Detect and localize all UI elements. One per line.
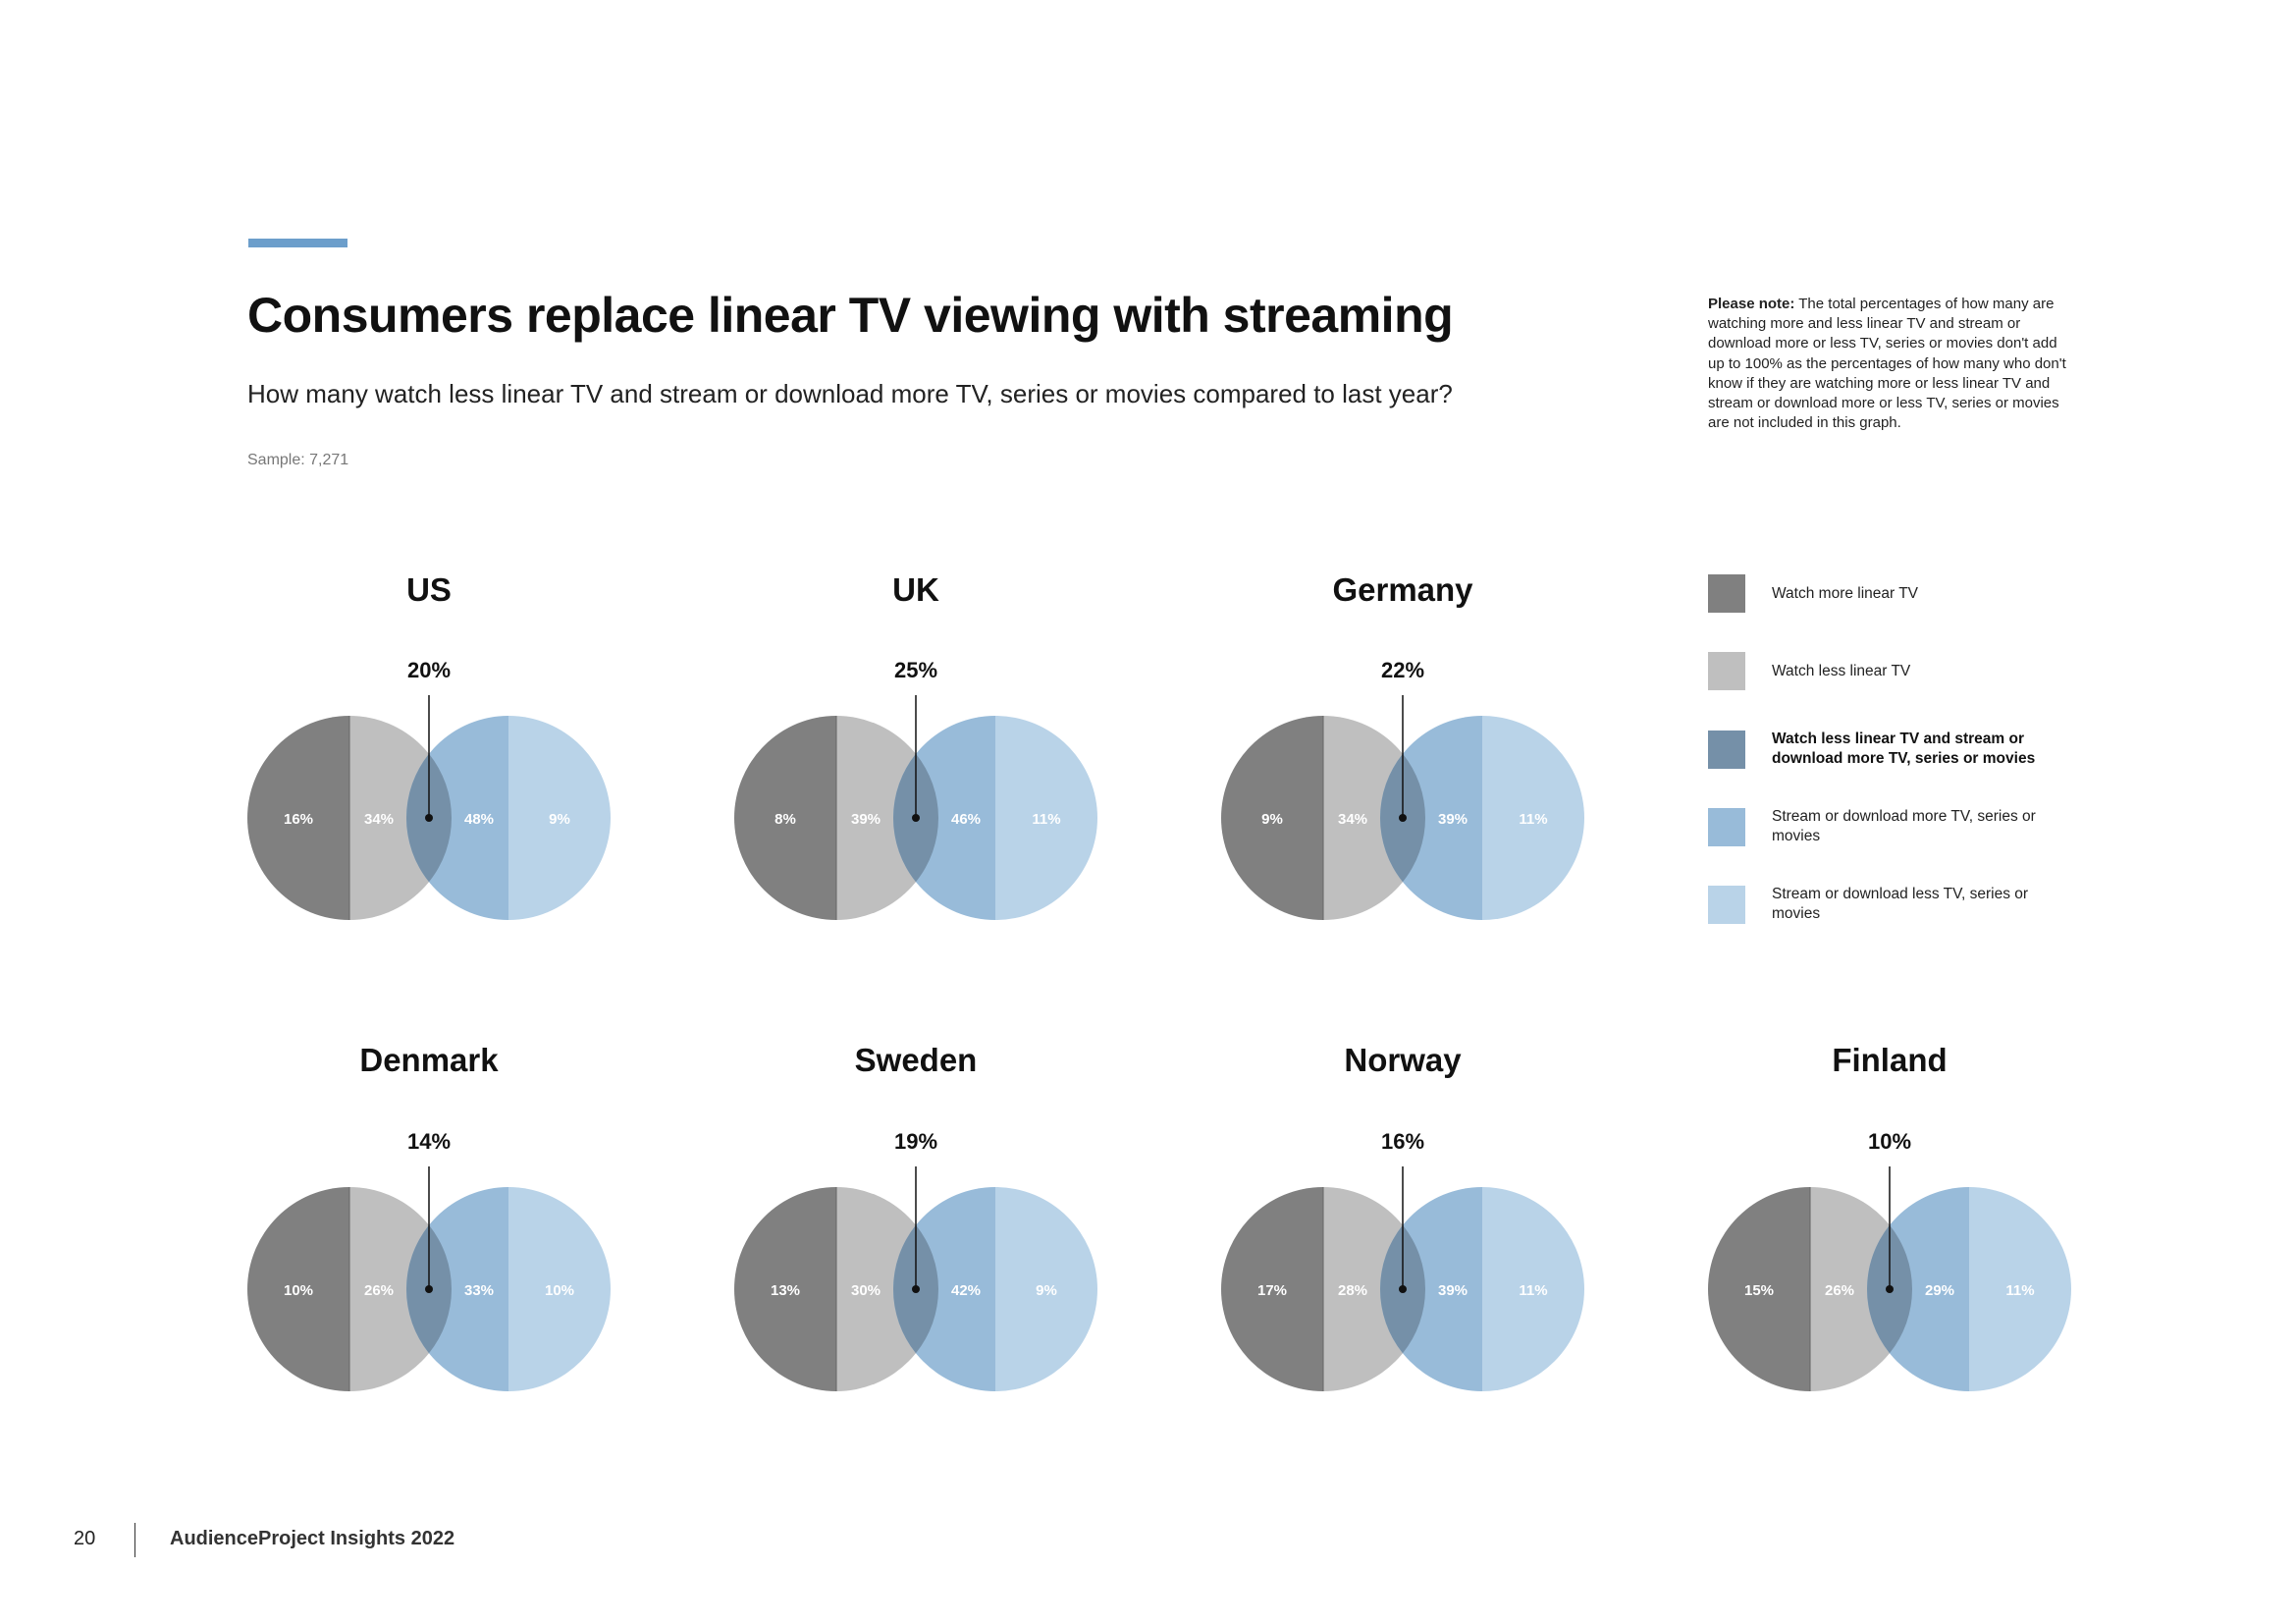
overlap-pointer-dot	[1886, 1285, 1894, 1293]
legend-swatch	[1708, 730, 1745, 769]
country-title: Finland	[1832, 1042, 1947, 1078]
legend-label: Watch less linear TV	[1772, 662, 1911, 679]
note-text: The total percentages of how many are wa…	[1708, 296, 2066, 432]
segment-watch-more-linear	[734, 716, 836, 920]
legend-label: Watch more linear TV	[1772, 584, 1919, 602]
watch-less-linear-label: 39%	[851, 811, 881, 828]
legend-swatch	[1708, 652, 1745, 690]
note: Please note: The total percentages of ho…	[1708, 295, 2071, 433]
country-title: Germany	[1332, 571, 1473, 608]
venn-norway: Norway 16% 17% 28% 39% 11%	[1221, 1042, 1584, 1391]
legend-item: Watch less linear TV and stream or downl…	[1708, 730, 2066, 769]
watch-more-linear-label: 16%	[284, 811, 313, 828]
stream-less-label: 9%	[1036, 1282, 1057, 1299]
country-title: Norway	[1344, 1042, 1462, 1078]
legend-label: Stream or download less TV, series or mo…	[1772, 886, 2029, 922]
stream-less-label: 11%	[1032, 811, 1060, 828]
watch-less-linear-label: 34%	[1338, 811, 1367, 828]
legend-item: Watch more linear TV	[1708, 574, 2066, 613]
venn-us: US 20% 16% 34% 48% 9%	[247, 571, 611, 920]
stream-less-label: 9%	[549, 811, 570, 828]
watch-less-linear-label: 30%	[851, 1282, 881, 1299]
venn-finland: Finland 10% 15% 26% 29% 11%	[1708, 1042, 2071, 1391]
country-title: Denmark	[359, 1042, 499, 1078]
country-title: Sweden	[855, 1042, 978, 1078]
overlap-value-label: 16%	[1381, 1129, 1424, 1154]
legend-swatch	[1708, 807, 1745, 846]
segment-watch-more-linear	[247, 1187, 349, 1391]
venn-denmark: Denmark 14% 10% 26% 33% 10%	[247, 1042, 611, 1391]
watch-more-linear-label: 10%	[284, 1282, 313, 1299]
watch-more-linear-label: 17%	[1257, 1282, 1287, 1299]
stream-less-label: 11%	[2005, 1282, 2034, 1299]
legend-label: Stream or download more TV, series or mo…	[1772, 808, 2036, 844]
stream-less-label: 11%	[1519, 1282, 1547, 1299]
overlap-value-label: 20%	[407, 658, 451, 682]
page-number: 20	[74, 1528, 96, 1549]
stream-less-label: 10%	[545, 1282, 574, 1299]
legend-item: Stream or download less TV, series or mo…	[1708, 885, 2066, 924]
segment-watch-more-linear	[1221, 716, 1323, 920]
overlap-pointer-dot	[425, 814, 433, 822]
segment-watch-more-linear	[1221, 1187, 1323, 1391]
page-subtitle: How many watch less linear TV and stream…	[247, 379, 1453, 408]
legend-item: Stream or download more TV, series or mo…	[1708, 807, 2066, 846]
overlap-value-label: 19%	[894, 1129, 937, 1154]
segment-watch-more-linear	[1708, 1187, 1810, 1391]
stream-more-label: 39%	[1438, 1282, 1468, 1299]
watch-more-linear-label: 9%	[1261, 811, 1283, 828]
footer-divider	[134, 1523, 135, 1557]
segment-watch-more-linear	[247, 716, 349, 920]
overlap-pointer-dot	[912, 1285, 920, 1293]
stream-less-label: 11%	[1519, 811, 1547, 828]
watch-more-linear-label: 13%	[771, 1282, 800, 1299]
overlap-value-label: 25%	[894, 658, 937, 682]
segment-stream-less	[508, 716, 611, 920]
segment-stream-less	[508, 1187, 611, 1391]
overlap-pointer-dot	[1399, 1285, 1407, 1293]
watch-less-linear-label: 26%	[364, 1282, 394, 1299]
footer-brand: AudienceProject Insights 2022	[170, 1528, 455, 1549]
watch-more-linear-label: 15%	[1744, 1282, 1774, 1299]
legend-swatch	[1708, 885, 1745, 924]
watch-less-linear-label: 34%	[364, 811, 394, 828]
stream-more-label: 39%	[1438, 811, 1468, 828]
accent-bar	[248, 239, 347, 247]
watch-less-linear-label: 28%	[1338, 1282, 1367, 1299]
stream-more-label: 48%	[464, 811, 494, 828]
segment-watch-more-linear	[734, 1187, 836, 1391]
stream-more-label: 46%	[951, 811, 981, 828]
stream-more-label: 33%	[464, 1282, 494, 1299]
note-label: Please note:	[1708, 296, 1795, 312]
legend-swatch	[1708, 574, 1745, 613]
venn-germany: Germany 22% 9% 34% 39% 11%	[1221, 571, 1584, 920]
stream-more-label: 29%	[1925, 1282, 1954, 1299]
country-title: UK	[892, 571, 939, 608]
watch-less-linear-label: 26%	[1825, 1282, 1854, 1299]
segment-stream-less	[1482, 1187, 1584, 1391]
segment-stream-less	[1482, 716, 1584, 920]
sample-size: Sample: 7,271	[247, 452, 349, 468]
watch-more-linear-label: 8%	[774, 811, 796, 828]
legend-label: Watch less linear TV and stream or downl…	[1772, 731, 2036, 767]
overlap-value-label: 10%	[1868, 1129, 1911, 1154]
venn-sweden: Sweden 19% 13% 30% 42% 9%	[734, 1042, 1097, 1391]
segment-stream-less	[995, 1187, 1097, 1391]
overlap-pointer-dot	[1399, 814, 1407, 822]
overlap-value-label: 22%	[1381, 658, 1424, 682]
segment-stream-less	[995, 716, 1097, 920]
stream-more-label: 42%	[951, 1282, 981, 1299]
country-title: US	[406, 571, 452, 608]
venn-uk: UK 25% 8% 39% 46% 11%	[734, 571, 1097, 920]
segment-stream-less	[1969, 1187, 2071, 1391]
legend-item: Watch less linear TV	[1708, 652, 2066, 690]
overlap-pointer-dot	[912, 814, 920, 822]
page-title: Consumers replace linear TV viewing with…	[247, 288, 1454, 343]
overlap-value-label: 14%	[407, 1129, 451, 1154]
overlap-pointer-dot	[425, 1285, 433, 1293]
